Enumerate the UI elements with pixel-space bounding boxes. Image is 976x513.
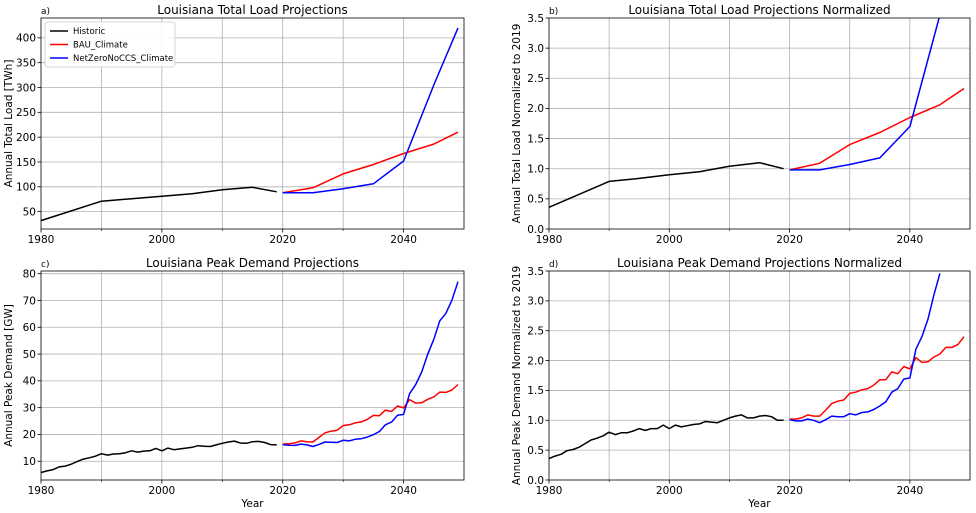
- legend: Historic BAU_Climate NetZeroNoCCS_Climat…: [44, 21, 176, 68]
- legend-box: [44, 21, 176, 68]
- panel-d-x-tick-label: 2000: [656, 485, 683, 497]
- panel-a-y-tick-label: 300: [16, 82, 36, 94]
- panel-d-frame: [548, 270, 971, 481]
- panel-a-plot-area: [41, 27, 459, 222]
- panel-c-series-netzeronoccs-climate: [282, 281, 459, 448]
- panel-c-x-tick-label: 1980: [28, 485, 55, 497]
- panel-d-y-tick-label: 1.0: [527, 415, 544, 427]
- panel-d-y-tick-label: 2.0: [527, 355, 544, 367]
- panel-a-y-tick-label: 200: [16, 132, 36, 144]
- panel-d-y-tick-label: 0.0: [527, 475, 544, 487]
- legend-entry-netzeronoccs-climate: NetZeroNoCCS_Climate: [50, 54, 173, 64]
- panel-b-y-tick-label: 2.0: [527, 103, 544, 115]
- panel-b-y-tick-label: 0.5: [527, 194, 544, 206]
- panel-c-y-tick-label: 40: [23, 376, 36, 388]
- panel-c-y-tick-label: 30: [23, 402, 36, 414]
- panel-a-series-bau-climate: [282, 131, 459, 194]
- panel-c-y-tick-label: 70: [23, 295, 36, 307]
- panel-d-y-tick-label: 3.0: [527, 296, 544, 308]
- panel-a-x-tick-label: 2020: [269, 234, 296, 246]
- panel-c-x-tick-label: 2000: [148, 485, 175, 497]
- panel-b-frame: [548, 17, 971, 230]
- panel-c-y-tick-label: 50: [23, 349, 36, 361]
- panel-b-y-tick-label: 0.0: [527, 224, 544, 236]
- panel-d-y-axis-label: Annual Peak Demand Normalized to 2019: [511, 266, 523, 485]
- panel-c-plot-area: [41, 281, 459, 474]
- panel-d-title: Louisiana Peak Demand Projections Normal…: [617, 256, 902, 270]
- panel-b-y-tick-label: 3.0: [527, 43, 544, 55]
- panel-a-y-tick-label: 250: [16, 107, 36, 119]
- panel-a-letter: a): [41, 7, 50, 17]
- panel-d-x-tick-label: 1980: [536, 485, 563, 497]
- legend-label-netzeronoccs-climate: NetZeroNoCCS_Climate: [73, 54, 173, 64]
- panel-a-y-tick-label: 50: [23, 206, 36, 218]
- panel-b-series-bau-climate: [789, 87, 965, 171]
- panel-d-y-tick-label: 2.5: [527, 326, 544, 338]
- panel-c-y-tick-label: 80: [23, 268, 36, 280]
- panel-b-y-tick-label: 1.5: [527, 133, 544, 145]
- panel-b-title: Louisiana Total Load Projections Normali…: [628, 3, 890, 17]
- panel-a-frame: [40, 17, 465, 230]
- panel-a-series-netzeronoccs-climate: [282, 27, 459, 194]
- panel-a-series-historic: [41, 186, 277, 222]
- panel-a-title: Louisiana Total Load Projections: [157, 3, 348, 17]
- panel-a-x-tick-label: 2000: [148, 234, 175, 246]
- panel-d-series-historic: [549, 414, 784, 460]
- panel-d-series-bau-climate: [789, 336, 965, 420]
- panel-a-total-load: Annual Total Load [TWh] 1980 2000 2020 2040…: [3, 3, 465, 246]
- panel-b-series-netzeronoccs-climate: [789, 18, 940, 171]
- panel-c-series-bau-climate: [282, 384, 459, 445]
- panel-c-y-axis-label: Annual Peak Demand [GW]: [3, 304, 15, 447]
- panel-c-peak-demand: Annual Peak Demand [GW] Year 1980 2000 202…: [3, 256, 465, 510]
- panel-a-x-tick-label: 1980: [28, 234, 55, 246]
- panel-c-letter: c): [41, 260, 49, 270]
- panel-d-peak-demand-normalized: Annual Peak Demand Normalized to 2019 Ye…: [511, 256, 971, 510]
- panel-c-frame: [40, 270, 465, 481]
- panel-a-x-tick-label: 2040: [390, 234, 417, 246]
- panel-c-y-tick-label: 60: [23, 322, 36, 334]
- panel-a-y-tick-label: 400: [16, 33, 36, 45]
- panel-d-y-tick-label: 3.5: [527, 266, 544, 278]
- panel-b-x-tick-label: 2040: [896, 234, 923, 246]
- panel-b-plot-area: [549, 18, 965, 208]
- panel-d-y-tick-label: 0.5: [527, 445, 544, 457]
- panel-a-y-axis-label: Annual Total Load [TWh]: [3, 60, 15, 188]
- panel-c-y-tick-label: 20: [23, 429, 36, 441]
- legend-label-historic: Historic: [73, 27, 106, 37]
- panel-d-series-netzeronoccs-climate: [789, 273, 941, 424]
- panel-a-y-tick-label: 150: [16, 157, 36, 169]
- panel-b-y-tick-label: 3.5: [527, 13, 544, 25]
- panel-c-series-historic: [41, 440, 277, 474]
- panel-d-x-axis-label: Year: [747, 498, 771, 510]
- panel-b-x-tick-label: 2020: [776, 234, 803, 246]
- panel-c-title: Louisiana Peak Demand Projections: [146, 256, 359, 270]
- panel-d-y-tick-label: 1.5: [527, 385, 544, 397]
- panel-c-x-axis-label: Year: [240, 498, 264, 510]
- legend-entry-bau-climate: BAU_Climate: [50, 41, 128, 51]
- panel-b-y-tick-label: 1.0: [527, 164, 544, 176]
- panel-b-y-axis-label: Annual Total Load Normalized to 2019: [511, 24, 523, 224]
- panel-b-total-load-normalized: Annual Total Load Normalized to 2019 198…: [511, 3, 971, 246]
- panel-d-x-tick-label: 2040: [896, 485, 923, 497]
- panel-d-plot-area: [549, 273, 965, 460]
- panel-a-y-tick-label: 350: [16, 57, 36, 69]
- panel-d-letter: d): [549, 260, 558, 270]
- panel-b-series-historic: [549, 161, 784, 208]
- panel-b-x-tick-label: 1980: [536, 234, 563, 246]
- panel-c-y-tick-label: 10: [23, 456, 36, 468]
- panel-b-y-tick-label: 2.5: [527, 73, 544, 85]
- panel-c-x-tick-label: 2040: [390, 485, 417, 497]
- panel-c-x-tick-label: 2020: [269, 485, 296, 497]
- legend-label-bau-climate: BAU_Climate: [73, 41, 128, 51]
- panel-a-y-tick-label: 100: [16, 182, 36, 194]
- panel-b-x-tick-label: 2000: [656, 234, 683, 246]
- panel-d-x-tick-label: 2020: [776, 485, 803, 497]
- legend-entry-historic: Historic: [50, 27, 106, 37]
- panel-b-letter: b): [549, 7, 558, 17]
